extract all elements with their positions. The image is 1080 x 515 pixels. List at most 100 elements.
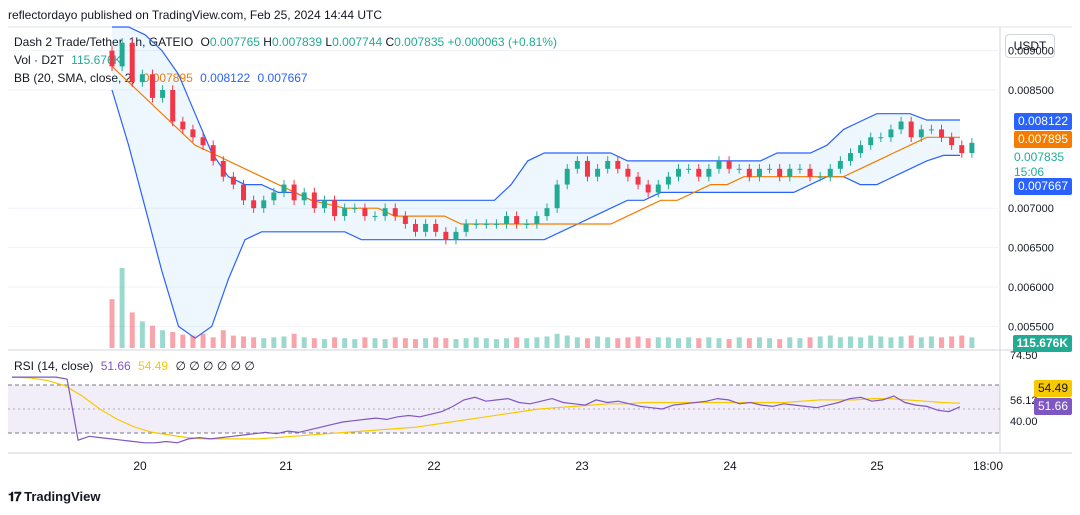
time-axis[interactable]: 20 21 22 23 24 25 18:00: [133, 459, 1003, 473]
price-axis[interactable]: 0.005500 0.006000 0.006500 0.007000 0.008500…: [1008, 46, 1054, 334]
bollinger-label[interactable]: BB (20, SMA, close, 2): [14, 71, 136, 85]
candle-body: [959, 145, 965, 154]
candle-body: [665, 176, 671, 185]
volume-bar: [119, 268, 125, 348]
volume-bar: [382, 339, 388, 348]
candle-body: [170, 90, 176, 122]
volume-bar: [200, 333, 206, 348]
volume-bar: [625, 337, 631, 348]
volume-bar: [534, 337, 540, 348]
volume-bars: [109, 268, 975, 348]
price-tick-label: 0.007000: [1008, 203, 1054, 215]
bar-countdown: 15:06: [1014, 165, 1045, 179]
bollinger-upper-line: [112, 26, 960, 201]
candle-body: [372, 216, 378, 218]
price-tick-label: 0.008500: [1008, 85, 1054, 97]
volume-bar: [241, 336, 247, 348]
candle-body: [767, 168, 773, 170]
candle-body: [493, 223, 499, 225]
volume-bar: [928, 336, 934, 348]
volume-bar: [291, 333, 297, 348]
rsi-label[interactable]: RSI (14, close): [14, 359, 94, 373]
candle-body: [837, 160, 843, 169]
volume-bar: [271, 337, 277, 348]
time-tick-label: 23: [575, 459, 589, 473]
low-label: L: [325, 35, 333, 49]
bollinger-legend: BB (20, SMA, close, 2) 0.007895 0.008122…: [14, 71, 308, 85]
price-tick-label: 0.005500: [1008, 321, 1054, 333]
candle-body: [139, 74, 145, 83]
candle-body: [605, 160, 611, 169]
candle-body: [251, 200, 257, 209]
bollinger-upper-value: 0.008122: [200, 71, 251, 85]
volume-bar: [332, 337, 338, 348]
time-tick-label: 22: [427, 459, 441, 473]
volume-bar: [787, 337, 793, 348]
price-tick-label: 0.009000: [1008, 46, 1054, 58]
candle-body: [109, 50, 115, 67]
rsi-value-badge: 51.66: [1033, 398, 1072, 415]
candle-body: [362, 208, 368, 217]
bollinger-basis-badge: 0.007895: [1013, 131, 1072, 148]
candle-body: [807, 168, 813, 177]
volume-bar: [170, 332, 176, 348]
candle-body: [827, 168, 833, 177]
volume-label[interactable]: Vol · D2T: [14, 53, 64, 67]
candle-body: [271, 192, 277, 201]
candle-body: [706, 168, 712, 177]
candle-body: [119, 42, 125, 67]
volume-bar: [463, 338, 469, 348]
volume-value: 115.676K: [71, 53, 122, 67]
volume-bar: [767, 338, 773, 348]
candle-body: [595, 168, 601, 177]
candle-body: [544, 208, 550, 217]
candle-body: [483, 223, 489, 225]
volume-bar: [443, 338, 449, 348]
candle-body: [574, 160, 580, 169]
rsi-empty-values: ∅ ∅ ∅ ∅ ∅ ∅: [175, 359, 255, 373]
currency-button[interactable]: USDT: [1005, 34, 1055, 58]
time-tick-label: 20: [133, 459, 147, 473]
volume-bar: [149, 325, 155, 348]
bollinger-upper-badge: 0.008122: [1013, 113, 1072, 130]
price-tick-label: 0.006500: [1008, 243, 1054, 255]
volume-bar: [574, 337, 580, 348]
volume-bar: [868, 335, 874, 348]
candle-body: [504, 216, 510, 224]
candle-body: [352, 208, 358, 210]
last-price-badge: 0.007835 15:06: [1010, 149, 1072, 183]
candle-body: [888, 129, 894, 138]
bollinger-band-fill: [112, 27, 960, 339]
candle-body: [564, 168, 570, 185]
volume-bar: [423, 338, 429, 348]
volume-bar: [949, 336, 955, 348]
volume-bar: [696, 338, 702, 348]
candle-body: [868, 137, 874, 146]
volume-bar: [514, 337, 520, 348]
candle-body: [908, 121, 914, 138]
volume-bar: [554, 333, 560, 348]
volume-bar: [261, 338, 267, 348]
candle-body: [200, 137, 206, 146]
close-value: 0.007835: [394, 35, 445, 49]
time-tick-label: 24: [723, 459, 737, 473]
volume-bar: [605, 337, 611, 348]
volume-bar: [453, 339, 459, 348]
volume-bar: [736, 337, 742, 348]
rsi-value: 51.66: [100, 359, 131, 373]
candle-body: [686, 168, 692, 170]
time-tick-label: 21: [279, 459, 293, 473]
tradingview-brand: TradingView: [24, 489, 101, 504]
volume-bar: [311, 338, 317, 348]
candle-body: [939, 129, 945, 138]
candle-body: [402, 216, 408, 224]
candle-body: [777, 168, 783, 177]
candle-body: [210, 145, 216, 161]
volume-bar: [595, 336, 601, 348]
price-grid: [8, 50, 1000, 327]
tradingview-logo[interactable]: 𝟏𝟕 TradingView: [8, 489, 100, 505]
low-value: 0.007744: [332, 35, 383, 49]
time-tick-label: 25: [870, 459, 884, 473]
candle-body: [878, 137, 884, 139]
